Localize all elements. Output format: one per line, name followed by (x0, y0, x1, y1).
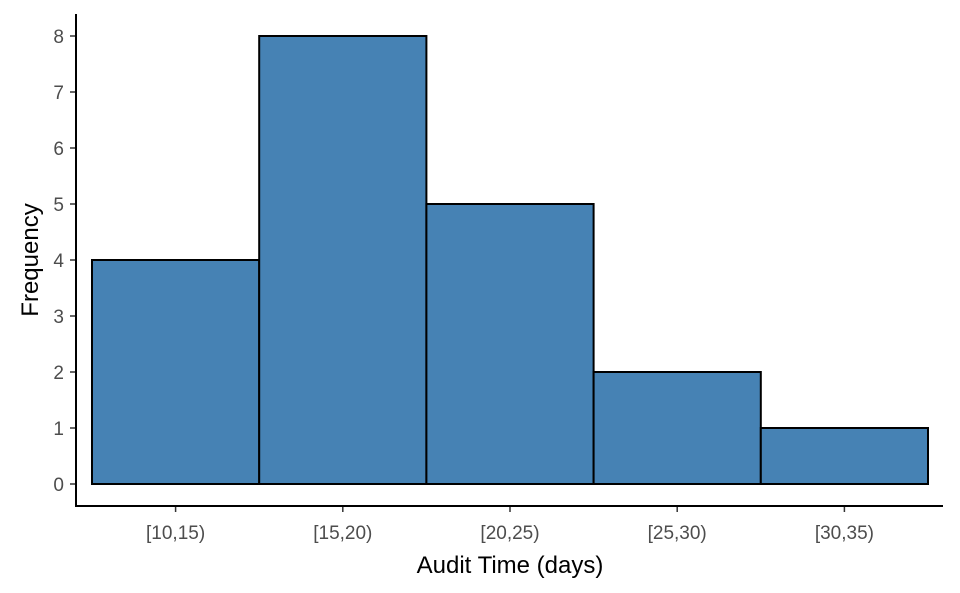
y-tick-label: 2 (53, 363, 64, 384)
y-axis-title: Frequency (17, 203, 44, 316)
bar-1 (91, 259, 261, 485)
y-tick-label: 7 (53, 83, 64, 104)
bars-group (91, 35, 929, 485)
bar-5 (759, 427, 929, 485)
x-tick-label: [25,30) (648, 523, 707, 544)
x-tick-label: [30,35) (815, 523, 874, 544)
y-axis-ticks: 0 1 2 3 4 5 6 7 8 (53, 27, 76, 496)
y-tick-label: 1 (53, 419, 64, 440)
x-axis-title: Audit Time (days) (417, 552, 604, 579)
y-tick-label: 3 (53, 307, 64, 328)
bar-2 (258, 35, 428, 485)
bar-4 (592, 371, 762, 485)
y-tick-label: 0 (53, 475, 64, 496)
y-tick-label: 6 (53, 139, 64, 160)
x-tick-label: [15,20) (313, 523, 372, 544)
x-tick-label: [10,15) (146, 523, 205, 544)
x-tick-label: [20,25) (480, 523, 539, 544)
y-tick-label: 5 (53, 195, 64, 216)
x-axis-ticks: [10,15) [15,20) [20,25) [25,30) [30,35) (146, 506, 874, 544)
y-tick-label: 8 (53, 27, 64, 48)
y-tick-label: 4 (53, 251, 64, 272)
bar-3 (425, 203, 595, 485)
